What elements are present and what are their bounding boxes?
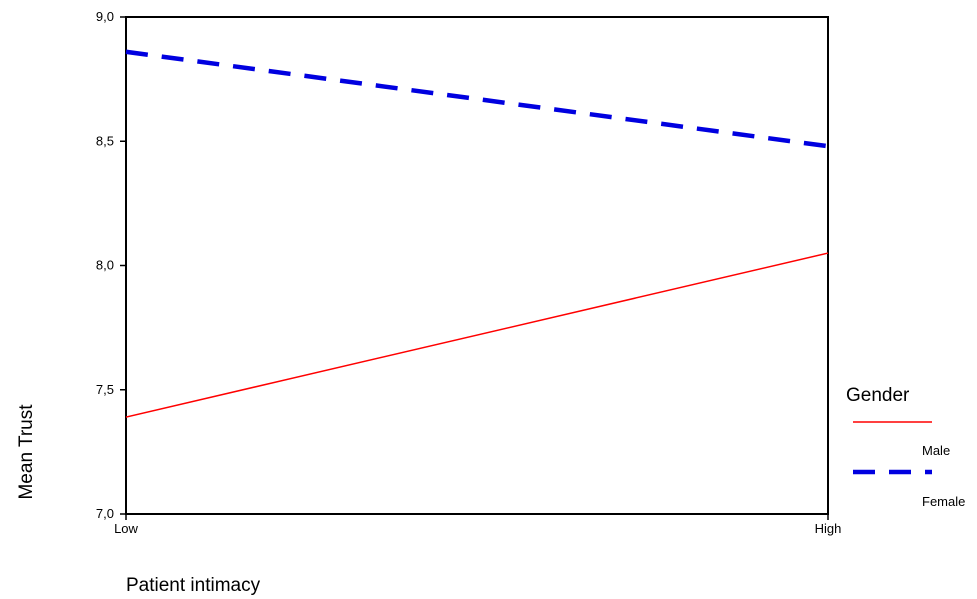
x-tick-label: High — [815, 521, 842, 536]
y-axis-title: Mean Trust — [16, 404, 37, 500]
series-lines — [125, 49, 829, 418]
y-tick-label: 9,0 — [96, 9, 114, 24]
x-tick-label: Low — [114, 521, 138, 536]
legend-label-female: Female — [922, 494, 965, 509]
series-line-male — [125, 252, 829, 418]
y-axis-ticks: 7,0 7,5 8,0 8,5 9,0 — [96, 9, 126, 521]
x-axis-title: Patient intimacy — [126, 575, 261, 596]
y-tick-label: 8,5 — [96, 133, 114, 148]
y-tick-label: 8,0 — [96, 258, 114, 273]
legend-title: Gender — [846, 385, 910, 406]
y-tick-label: 7,0 — [96, 506, 114, 521]
y-tick-label: 7,5 — [96, 382, 114, 397]
series-line-female — [125, 49, 829, 149]
x-axis-ticks: Low High — [114, 514, 841, 536]
legend: Gender Male Female — [846, 385, 965, 509]
legend-label-male: Male — [922, 443, 950, 458]
plot-frame — [125, 16, 829, 515]
